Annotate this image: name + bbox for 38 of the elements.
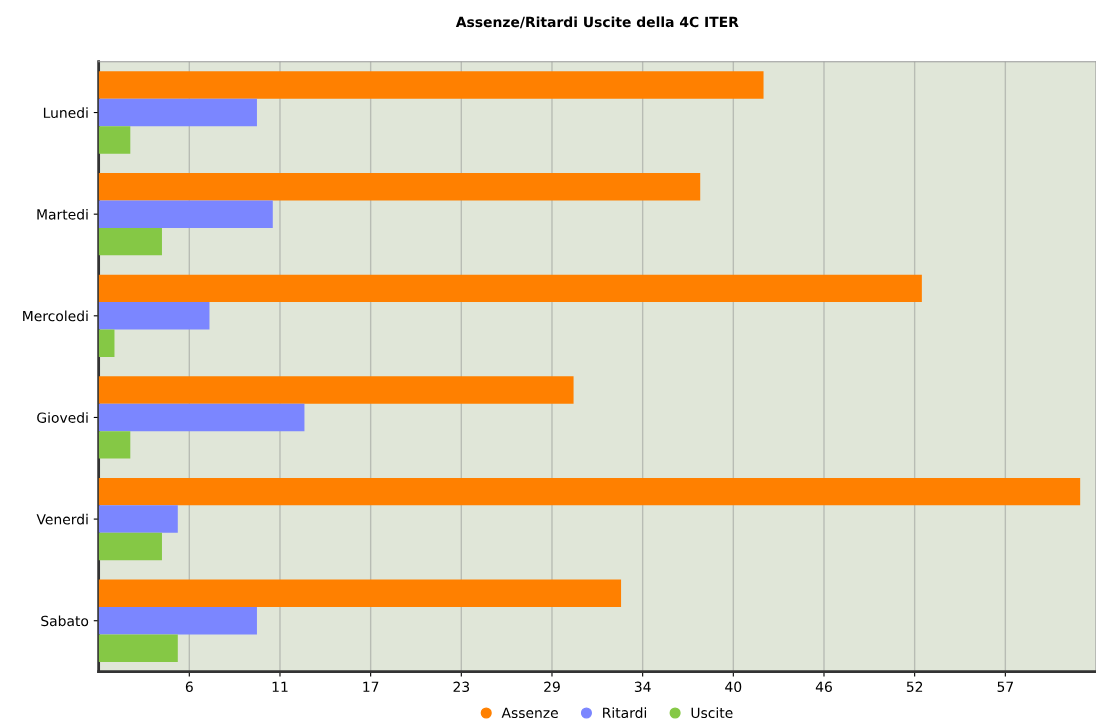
bar — [98, 98, 257, 127]
x-tick-label: 6 — [185, 681, 193, 693]
y-tick-label: Lunedi — [43, 107, 88, 118]
bar — [98, 634, 178, 662]
y-tick-label: Giovedi — [37, 412, 88, 423]
bar — [98, 505, 178, 533]
chart-title: Assenze/Ritardi Uscite della 4C ITER — [455, 16, 739, 29]
y-tick-label: Sabato — [41, 615, 89, 627]
x-tick-label: 57 — [997, 681, 1013, 693]
bar — [98, 71, 764, 99]
bar — [98, 607, 257, 635]
x-tick-label: 11 — [272, 681, 288, 692]
bar — [98, 302, 210, 330]
legend-label: Ritardi — [603, 707, 647, 719]
x-tick-label: 17 — [363, 681, 379, 692]
bar — [98, 403, 305, 432]
y-tick-label: Martedi — [37, 208, 88, 220]
bar — [98, 200, 273, 228]
legend-label: Uscite — [691, 707, 733, 719]
y-tick-label: Venerdi — [36, 513, 88, 525]
bar — [98, 329, 115, 357]
bar — [98, 126, 131, 154]
bar — [98, 431, 131, 459]
bar — [98, 376, 574, 404]
x-tick-label: 46 — [815, 681, 832, 693]
x-tick-label: 23 — [453, 681, 470, 693]
bar — [98, 173, 701, 201]
x-tick-label: 40 — [725, 681, 742, 693]
y-tick-label: Mercoledi — [23, 310, 88, 322]
bar — [98, 477, 1081, 506]
legend-label: Assenze — [501, 707, 558, 719]
x-tick-label: 52 — [906, 681, 923, 693]
x-tick-label: 34 — [634, 681, 651, 693]
bar — [98, 274, 922, 303]
bar — [98, 227, 162, 256]
x-tick-label: 29 — [544, 681, 560, 693]
bar — [98, 579, 622, 608]
bar — [98, 532, 162, 561]
